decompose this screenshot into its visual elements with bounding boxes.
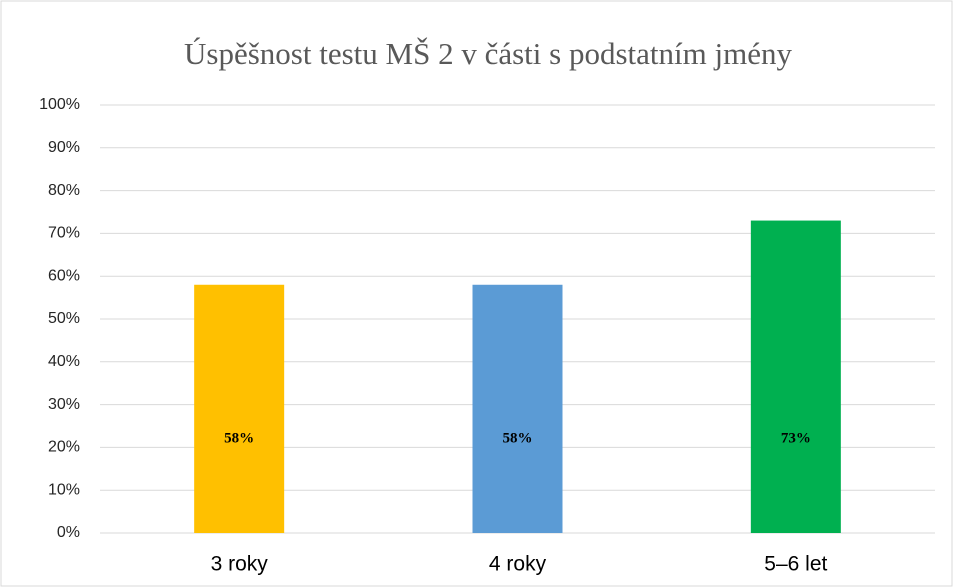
bar bbox=[194, 284, 285, 533]
data-label: 58% bbox=[503, 430, 533, 446]
y-tick-label: 70% bbox=[48, 225, 80, 242]
x-tick-label: 3 roky bbox=[211, 553, 269, 576]
y-tick-label: 40% bbox=[48, 353, 80, 370]
data-label: 73% bbox=[781, 430, 811, 446]
y-tick-label: 80% bbox=[48, 182, 80, 199]
y-tick-label: 30% bbox=[48, 396, 80, 413]
y-tick-label: 100% bbox=[39, 96, 80, 113]
y-tick-label: 10% bbox=[48, 481, 80, 498]
bar bbox=[750, 220, 841, 533]
x-tick-label: 5–6 let bbox=[764, 553, 827, 576]
y-tick-label: 50% bbox=[48, 310, 80, 327]
bar bbox=[472, 284, 563, 533]
y-tick-label: 20% bbox=[48, 439, 80, 456]
x-tick-label: 4 roky bbox=[489, 553, 547, 576]
data-label: 58% bbox=[224, 430, 254, 446]
y-tick-label: 60% bbox=[48, 267, 80, 284]
chart-title: Úspěšnost testu MŠ 2 v části s podstatní… bbox=[184, 36, 792, 71]
y-tick-label: 0% bbox=[57, 524, 80, 541]
y-tick-label: 90% bbox=[48, 139, 80, 156]
